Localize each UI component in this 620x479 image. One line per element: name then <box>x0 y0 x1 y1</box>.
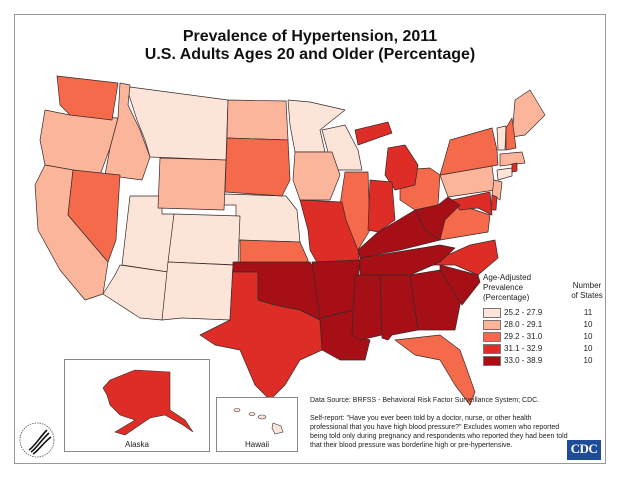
state-RI <box>511 162 518 173</box>
state-ME <box>511 89 546 138</box>
state-IN <box>367 179 396 233</box>
legend-swatch <box>483 308 501 318</box>
state-AZ <box>102 264 169 321</box>
state-NV <box>67 169 121 263</box>
state-MS <box>351 274 383 341</box>
legend-swatch <box>483 356 501 366</box>
legend-swatch <box>483 320 501 330</box>
alaska-inset: Alaska <box>64 359 210 452</box>
hhs-eagle-icon <box>19 422 55 458</box>
state-FL <box>394 334 476 406</box>
state-DE <box>490 194 498 211</box>
map-subtitle: U.S. Adults Ages 20 and Older (Percentag… <box>144 46 476 63</box>
state-OR <box>39 109 119 176</box>
cdc-logo: CDC <box>567 440 601 460</box>
state-CO <box>167 213 241 266</box>
alaska-map <box>102 369 194 436</box>
state-MD <box>451 191 493 216</box>
state-SC <box>439 264 481 306</box>
state-IA <box>292 151 341 201</box>
state-GA <box>409 269 463 331</box>
alaska-label: Alaska <box>124 440 149 449</box>
legend-swatch <box>483 344 501 354</box>
state-MA <box>499 151 526 167</box>
state-NY <box>439 127 499 176</box>
state-VT <box>496 125 507 151</box>
state-WV <box>414 196 461 241</box>
state-ID <box>104 82 151 181</box>
legend-heading: Age-Adjusted Prevalence (Percentage) <box>483 273 532 302</box>
map-title: Prevalence of Hypertension, 2011 <box>182 28 438 45</box>
state-WY <box>157 157 227 211</box>
state-NJ <box>491 179 503 201</box>
state-MI-up <box>354 121 393 146</box>
legend-row: 29.2 - 31.0 10 <box>483 332 613 343</box>
legend-row: 31.1 - 32.9 10 <box>483 344 613 355</box>
state-SD <box>224 137 291 197</box>
state-NH <box>505 117 517 151</box>
state-CT <box>496 167 513 181</box>
state-ND <box>226 99 289 141</box>
legend-row: 33.0 - 38.9 10 <box>483 356 613 367</box>
state-TN <box>359 244 456 276</box>
state-MI <box>384 144 419 191</box>
state-WA <box>56 75 119 121</box>
map-frame <box>14 14 606 464</box>
data-source-note: Data Source: BRFSS - Behavioral Risk Fac… <box>310 397 540 404</box>
state-NC <box>424 239 499 276</box>
hawaii-label: Hawaii <box>244 440 269 449</box>
legend-row: 25.2 - 27.9 11 <box>483 308 613 319</box>
legend-row: 28.0 - 29.1 10 <box>483 320 613 331</box>
self-report-note: Self-report: "Have you ever been told by… <box>310 415 568 449</box>
state-MN <box>287 99 346 153</box>
state-AR <box>311 259 361 319</box>
hawaii-map <box>233 408 284 435</box>
hawaii-inset: Hawaii <box>216 397 298 452</box>
legend-count-heading: Number of States <box>571 281 603 300</box>
state-NM <box>161 261 234 321</box>
legend-swatch <box>483 332 501 342</box>
